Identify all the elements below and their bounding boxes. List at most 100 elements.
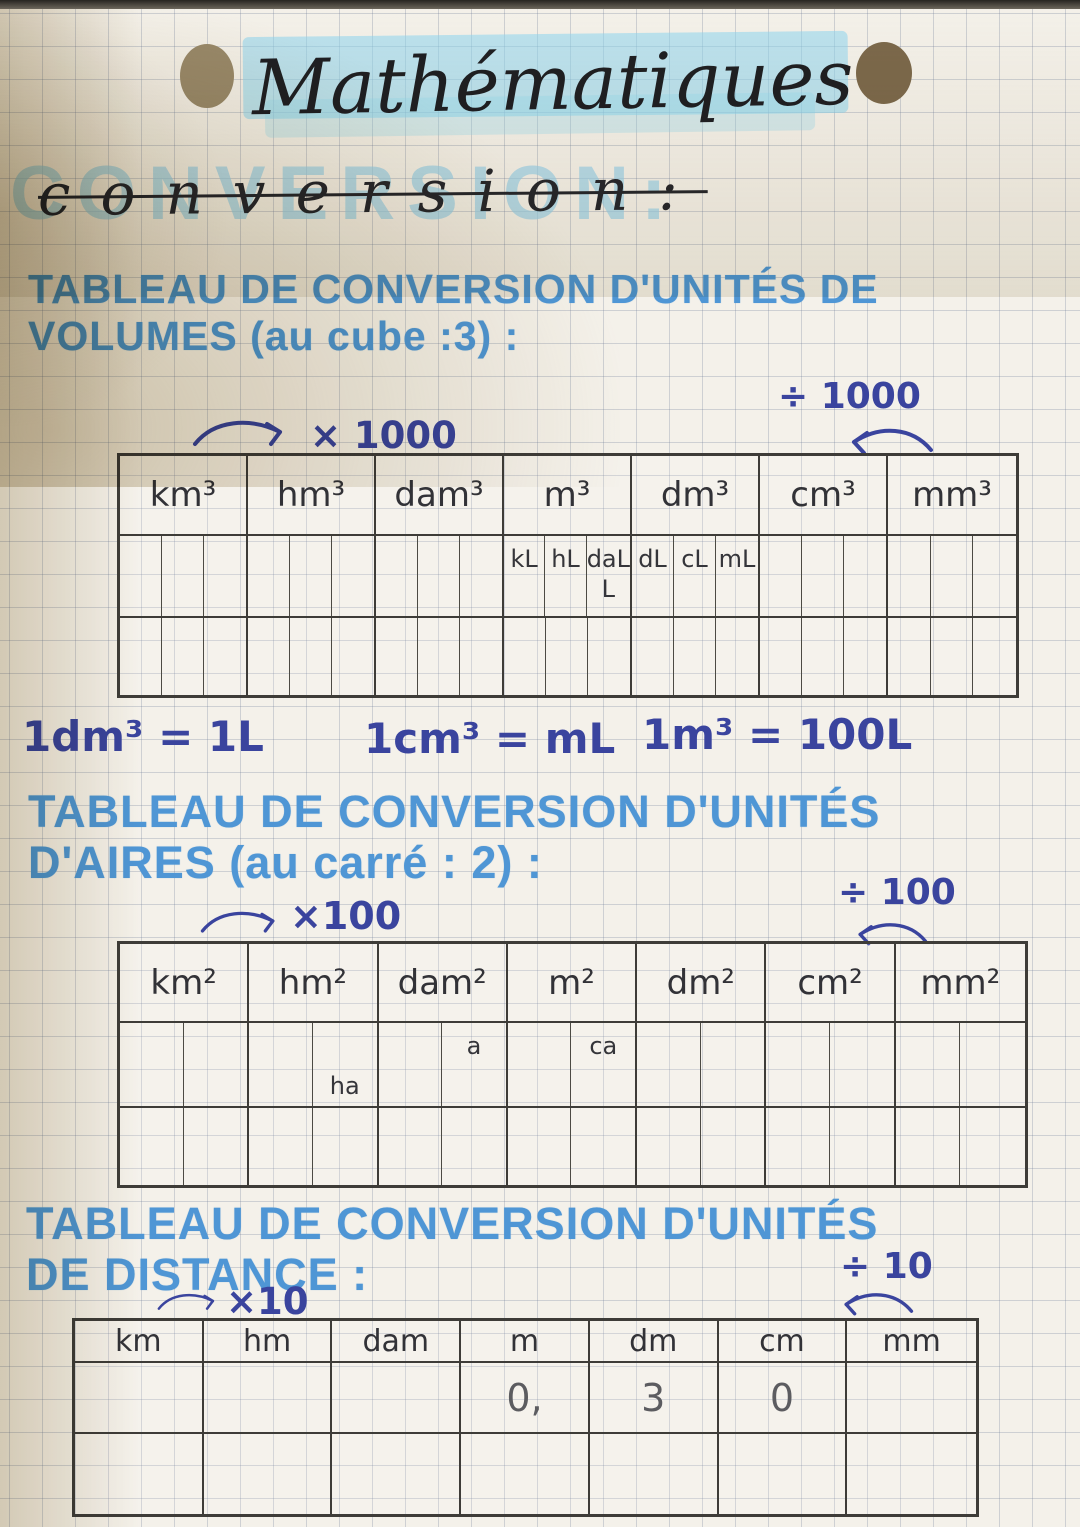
multiply-label: × 1000 — [310, 414, 457, 457]
table-row — [120, 1106, 1025, 1185]
table-cell — [120, 1023, 250, 1106]
page-edge — [0, 0, 1080, 9]
table-subcell — [184, 1023, 248, 1106]
table-cell — [632, 618, 760, 695]
table-header-cell: m — [461, 1321, 590, 1361]
table-cell — [504, 618, 632, 695]
table-header-cell: hm³ — [248, 456, 376, 534]
table-subcell — [504, 618, 546, 695]
table-cell — [248, 618, 376, 695]
table-header-cell: dam² — [379, 944, 508, 1021]
table-cell: a — [379, 1023, 508, 1106]
table-subcell — [204, 618, 246, 695]
table-subcell — [332, 618, 374, 695]
liter-label-dal: daL L — [587, 536, 630, 616]
table-header-cell: dm² — [637, 944, 767, 1021]
section-distance-heading-line1: TABLEAU DE CONVERSION D'UNITÉS — [26, 1198, 879, 1249]
liter-label-wrap: L — [601, 575, 616, 603]
table-header-cell: km² — [120, 944, 250, 1021]
table-row: kL hL daL L dL cL mL — [120, 534, 1016, 616]
table-header-cell: mm — [882, 1323, 941, 1359]
area-label-ca: ca — [589, 1032, 618, 1060]
table-cell — [847, 1363, 976, 1432]
table-subcell — [830, 1023, 894, 1106]
table-cell — [248, 536, 376, 616]
page-title: Mathématiques — [251, 32, 855, 133]
table-subcell — [442, 1108, 506, 1185]
table-subcell — [184, 1108, 248, 1185]
topic-title: conversion: — [37, 155, 708, 229]
divide-arrow-icon — [836, 1286, 914, 1316]
table-cell — [888, 536, 1016, 616]
table-subcell — [571, 1108, 635, 1185]
table-cell — [332, 1363, 462, 1432]
table-subcell — [637, 1108, 701, 1185]
table-cell: 0, — [461, 1363, 590, 1432]
table-subcell — [802, 618, 844, 695]
table-subcell — [973, 536, 1016, 616]
table-subcell — [888, 618, 931, 695]
divide-arrow-icon — [842, 422, 934, 454]
table-subcell — [204, 536, 246, 616]
table-cell — [204, 1434, 333, 1514]
liter-label-dl: dL — [632, 536, 674, 616]
table-subcell — [508, 1108, 572, 1185]
table-header-cell: hm² — [249, 944, 379, 1021]
table-header-cell: dm³ — [632, 456, 760, 534]
section-aires-heading-line2: D'AIRES (au carré : 2) : — [28, 837, 543, 889]
equation: 1m³ = 100L — [642, 710, 913, 759]
table-subcell — [760, 618, 802, 695]
table-cell — [120, 618, 248, 695]
table-subcell — [760, 536, 802, 616]
distance-conversion-table: km hm dam m dm cm mm 0, 3 0 — [72, 1318, 979, 1517]
table-subcell — [290, 618, 332, 695]
table-header-cell: dm — [590, 1321, 719, 1361]
table-subcell — [844, 618, 886, 695]
table-header-cell: cm — [719, 1321, 848, 1361]
table-cell — [760, 536, 888, 616]
table-header-row: km² hm² dam² m² dm² cm² mm² — [120, 944, 1025, 1021]
table-row — [75, 1432, 976, 1514]
liter-label-ml: mL — [718, 545, 756, 573]
multiply-label: ×100 — [290, 894, 402, 938]
table-cell — [508, 1108, 638, 1185]
table-cell — [766, 1108, 896, 1185]
table-cell: dL cL mL — [632, 536, 760, 616]
table-header-cell: dam³ — [376, 456, 504, 534]
table-subcell — [460, 618, 502, 695]
section-volumes-heading: TABLEAU DE CONVERSION D'UNITÉS DE VOLUME… — [28, 266, 879, 359]
table-subcell — [766, 1023, 831, 1106]
table-subcell — [376, 618, 418, 695]
liter-label-cl: cL — [674, 536, 716, 616]
table-subcell — [460, 536, 502, 616]
liter-label-dal-text: daL — [586, 545, 630, 573]
table-subcell — [931, 618, 974, 695]
table-cell — [637, 1023, 767, 1106]
table-subcell — [588, 618, 630, 695]
table-subcell — [418, 536, 460, 616]
table-cell — [204, 1363, 333, 1432]
table-subcell — [162, 536, 204, 616]
table-cell: 0 — [719, 1363, 848, 1432]
table-subcell — [379, 1108, 443, 1185]
table-subcell — [716, 618, 758, 695]
table-subcell — [973, 618, 1016, 695]
table-cell — [120, 536, 248, 616]
table-cell — [760, 618, 888, 695]
liter-label-kl: kL — [504, 536, 546, 616]
table-cell — [637, 1108, 767, 1185]
table-subcell — [888, 536, 931, 616]
table-cell: 3 — [590, 1363, 719, 1432]
table-subcell — [546, 618, 588, 695]
table-subcell — [766, 1108, 831, 1185]
table-cell — [888, 618, 1016, 695]
table-cell — [120, 1108, 250, 1185]
table-subcell — [313, 1108, 377, 1185]
table-cell — [590, 1434, 719, 1514]
multiply-label: ×10 — [226, 1280, 309, 1323]
table-header-cell: mm³ — [912, 475, 992, 515]
table-subcell — [249, 1023, 313, 1106]
section-distance-heading-line2: DE DISTANCE : — [26, 1249, 369, 1301]
table-cell — [249, 1108, 379, 1185]
